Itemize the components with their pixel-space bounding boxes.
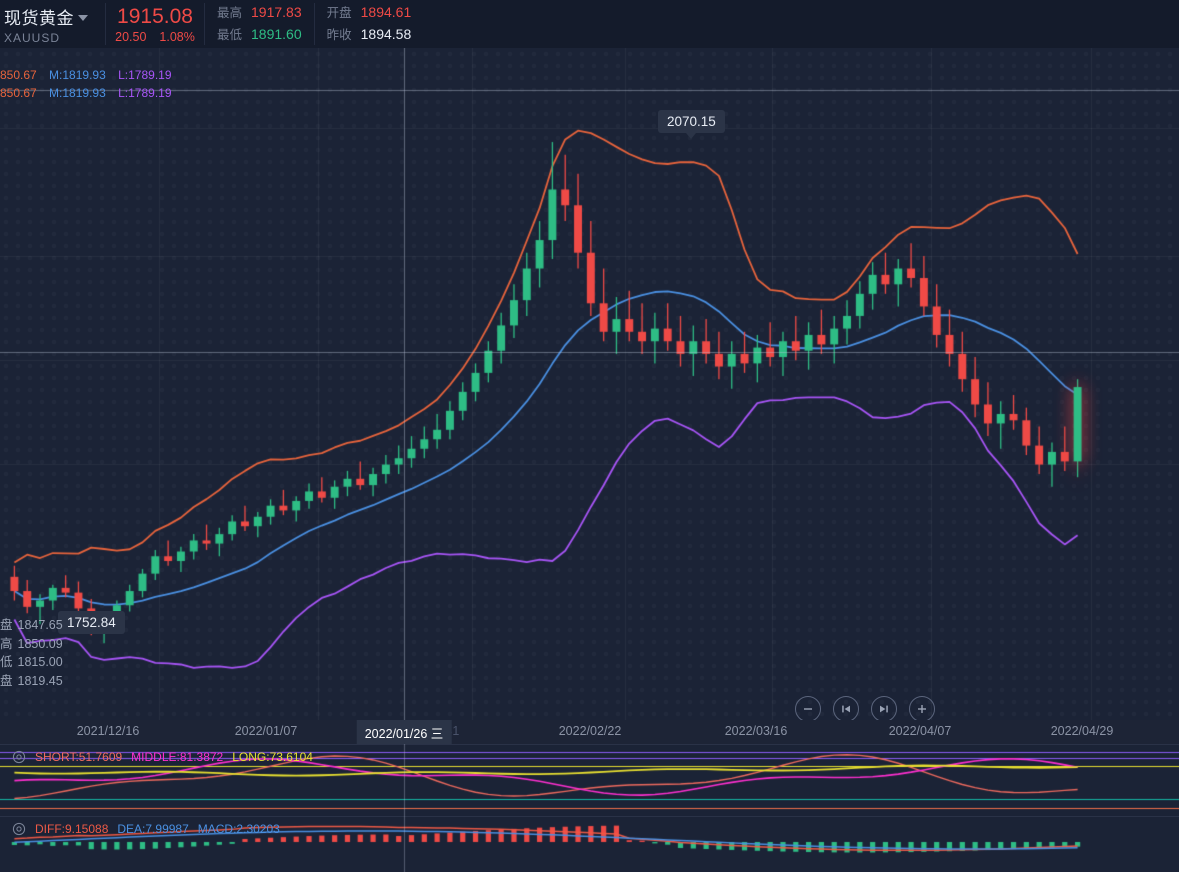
main-price-chart[interactable]: 850.67 M:1819.93 L:1789.19 850.67 M:1819… — [0, 48, 1179, 742]
gear-icon[interactable] — [12, 750, 26, 764]
ohlc-row-open: 盘 1847.65 — [0, 616, 63, 635]
kdj-panel[interactable]: SHORT:51.7609 MIDDLE:81.3872 LONG:73.610… — [0, 744, 1179, 816]
x-axis-label-4: 2022/03/16 — [725, 724, 788, 738]
x-axis: 2021/12/16 2022/01/07 2022/01/31 2022/02… — [0, 720, 1179, 744]
ohlc-label-open: 盘 — [0, 618, 13, 632]
quote-value-low: 1891.60 — [251, 26, 302, 42]
price-change: 20.50 — [115, 30, 146, 44]
boll-middle-value-2: M:1819.93 — [49, 86, 106, 100]
x-axis-label-5: 2022/04/07 — [889, 724, 952, 738]
boll-upper-value-2: 850.67 — [0, 86, 37, 100]
macd-panel[interactable]: DIFF:9.15088 DEA:7.99987 MACD:2.30203 — [0, 816, 1179, 872]
x-axis-label-1: 2022/01/07 — [235, 724, 298, 738]
crosshair-date-label: 2022/01/26 三 — [357, 720, 452, 744]
last-price-block: 1915.08 20.50 1.08% — [106, 5, 204, 44]
kdj-short-value: SHORT:51.7609 — [35, 750, 122, 764]
ohlc-label-high: 高 — [0, 637, 13, 651]
skip-back-icon[interactable] — [833, 696, 859, 722]
price-change-percent: 1.08% — [159, 30, 194, 44]
boll-legend-row-1: 850.67 M:1819.93 L:1789.19 — [0, 68, 181, 82]
ohlc-value-high: 1850.09 — [18, 637, 63, 651]
skip-forward-icon[interactable] — [871, 696, 897, 722]
ohlc-label-low: 低 — [0, 655, 13, 669]
symbol-block[interactable]: 现货黄金 XAUUSD — [0, 4, 105, 45]
boll-legend-row-2: 850.67 M:1819.93 L:1789.19 — [0, 86, 181, 100]
boll-lower-value-2: L:1789.19 — [118, 86, 171, 100]
quote-value-open: 1894.61 — [361, 4, 412, 20]
x-axis-label-0: 2021/12/16 — [77, 724, 140, 738]
quote-row-open: 开盘 1894.61 — [327, 2, 412, 24]
macd-legend: DIFF:9.15088 DEA:7.99987 MACD:2.30203 — [12, 822, 280, 836]
kdj-legend: SHORT:51.7609 MIDDLE:81.3872 LONG:73.610… — [12, 750, 313, 764]
high-price-marker: 2070.15 — [658, 110, 725, 133]
quote-row-high: 最高 1917.83 — [217, 2, 302, 24]
ohlc-label-close: 盘 — [0, 674, 13, 688]
quote-label-high: 最高 — [217, 2, 242, 21]
macd-dea-value: DEA:7.99987 — [117, 822, 188, 836]
kdj-long-value: LONG:73.6104 — [232, 750, 313, 764]
ohlc-value-close: 1819.45 — [18, 674, 63, 688]
chart-nav-buttons[interactable] — [795, 696, 935, 722]
candlestick-canvas[interactable] — [0, 48, 1179, 742]
zoom-out-icon[interactable] — [795, 696, 821, 722]
quote-value-prevclose: 1894.58 — [361, 26, 412, 42]
quote-label-low: 最低 — [217, 24, 242, 43]
macd-macd-value: MACD:2.30203 — [198, 822, 280, 836]
boll-middle-value-1: M:1819.93 — [49, 68, 106, 82]
ohlc-row-close: 盘 1819.45 — [0, 672, 63, 691]
quote-header: 现货黄金 XAUUSD 1915.08 20.50 1.08% 最高 1917.… — [0, 0, 1179, 48]
quote-stats-left: 最高 1917.83 最低 1891.60 — [205, 2, 302, 46]
last-price: 1915.08 — [106, 5, 204, 29]
quote-row-prevclose: 昨收 1894.58 — [327, 24, 412, 46]
ohlc-value-low: 1815.00 — [18, 655, 63, 669]
ohlc-row-high: 高 1850.09 — [0, 635, 63, 654]
x-axis-label-6: 2022/04/29 — [1051, 724, 1114, 738]
quote-label-open: 开盘 — [327, 2, 352, 21]
quote-label-prevclose: 昨收 — [327, 24, 352, 43]
ohlc-row-low: 低 1815.00 — [0, 653, 63, 672]
kdj-middle-value: MIDDLE:81.3872 — [131, 750, 223, 764]
quote-row-low: 最低 1891.60 — [217, 24, 302, 46]
gear-icon[interactable] — [12, 822, 26, 836]
ohlc-info-panel: 盘 1847.65 高 1850.09 低 1815.00 盘 1819.45 — [0, 616, 63, 690]
ohlc-value-open: 1847.65 — [18, 618, 63, 632]
x-axis-label-3: 2022/02/22 — [559, 724, 622, 738]
boll-upper-value-1: 850.67 — [0, 68, 37, 82]
chevron-down-icon[interactable] — [78, 15, 88, 21]
zoom-in-icon[interactable] — [909, 696, 935, 722]
symbol-name: 现货黄金 — [4, 4, 74, 29]
symbol-code: XAUUSD — [4, 31, 105, 45]
quote-stats-right: 开盘 1894.61 昨收 1894.58 — [315, 2, 412, 46]
macd-diff-value: DIFF:9.15088 — [35, 822, 108, 836]
low-price-marker: 1752.84 — [58, 611, 125, 634]
boll-lower-value-1: L:1789.19 — [118, 68, 171, 82]
quote-value-high: 1917.83 — [251, 4, 302, 20]
